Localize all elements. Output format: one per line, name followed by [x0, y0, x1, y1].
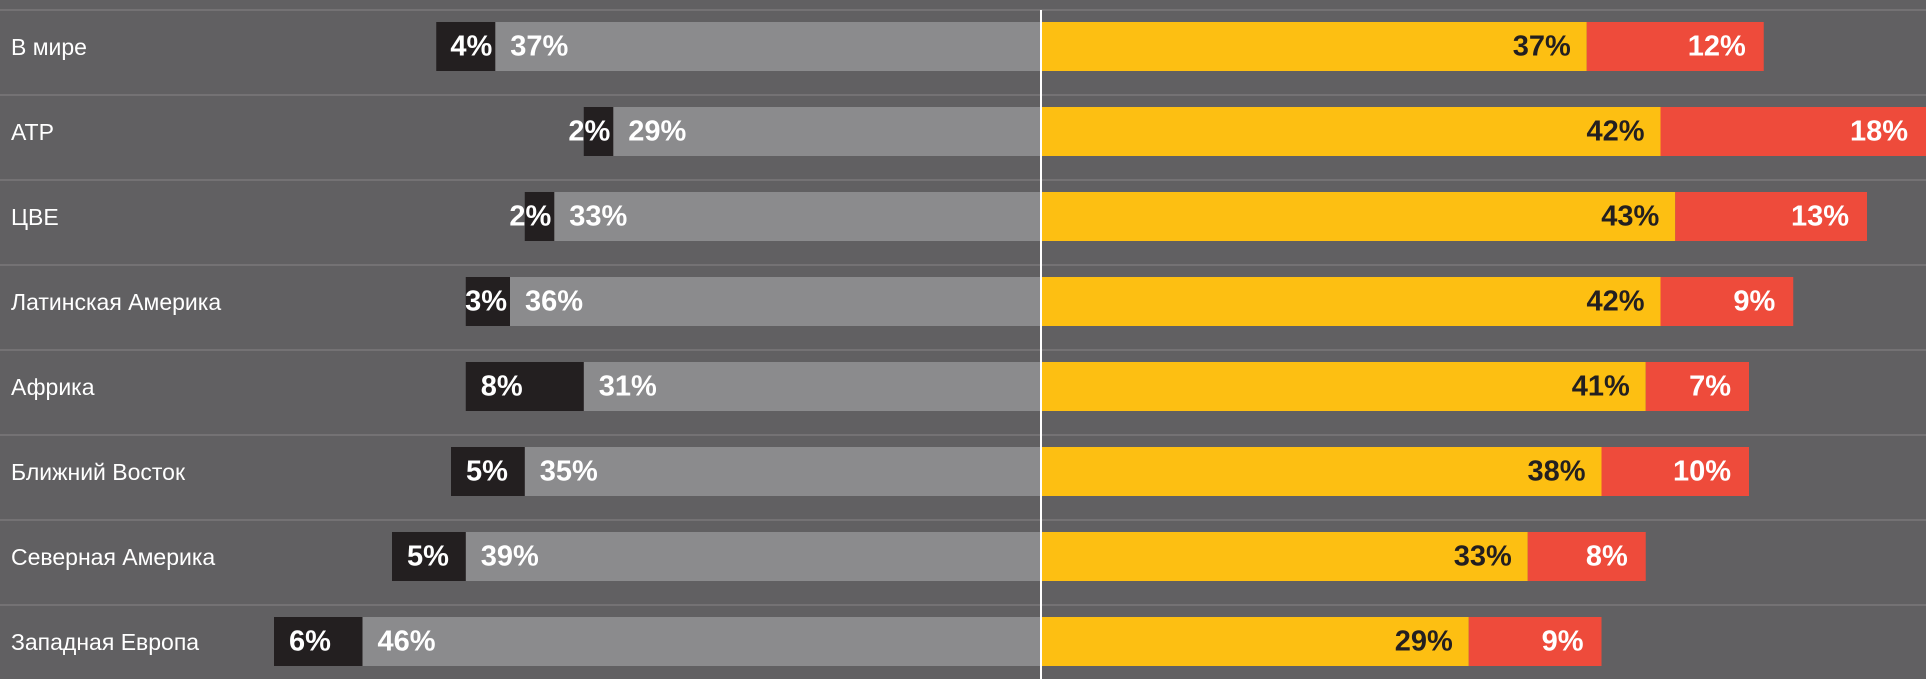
value-label: 43%	[1601, 201, 1659, 233]
bar	[1586, 22, 1764, 71]
bar	[1041, 447, 1602, 496]
bar	[1660, 107, 1926, 156]
value-label: 3%	[465, 286, 507, 318]
bar	[451, 447, 525, 496]
value-label: 5%	[407, 541, 449, 573]
bar	[362, 617, 1041, 666]
bar	[465, 362, 584, 411]
value-label: 37%	[510, 31, 568, 63]
bar	[274, 617, 363, 666]
bar	[1041, 107, 1661, 156]
value-label: 2%	[509, 201, 551, 233]
bar	[583, 107, 614, 156]
category-label: АТР	[11, 119, 54, 145]
bar	[392, 532, 466, 581]
value-label: 4%	[450, 31, 492, 63]
value-label: 36%	[525, 286, 583, 318]
value-label: 39%	[481, 541, 539, 573]
bar	[436, 22, 496, 71]
value-label: 38%	[1527, 456, 1585, 488]
category-label: Африка	[11, 374, 95, 400]
bar	[510, 277, 1041, 326]
category-label: Латинская Америка	[11, 289, 221, 315]
bar	[1041, 22, 1587, 71]
category-label: Западная Европа	[11, 629, 199, 655]
value-label: 29%	[1395, 626, 1453, 658]
value-label: 33%	[1454, 541, 1512, 573]
bar	[1041, 277, 1661, 326]
value-label: 42%	[1586, 116, 1644, 148]
bar	[1041, 532, 1528, 581]
category-label: ЦВЕ	[11, 204, 59, 230]
bar	[1041, 192, 1676, 241]
value-label: 42%	[1586, 286, 1644, 318]
bar	[1645, 362, 1749, 411]
bar	[1601, 447, 1749, 496]
bar	[524, 447, 1041, 496]
value-label: 13%	[1791, 201, 1849, 233]
bar	[1468, 617, 1602, 666]
value-label: 2%	[568, 116, 610, 148]
value-label: 10%	[1673, 456, 1731, 488]
bar	[524, 192, 555, 241]
bar	[583, 362, 1041, 411]
value-label: 46%	[378, 626, 436, 658]
value-label: 33%	[569, 201, 627, 233]
value-label: 35%	[540, 456, 598, 488]
bar	[1660, 277, 1794, 326]
value-label: 5%	[466, 456, 508, 488]
value-label: 31%	[599, 371, 657, 403]
bar	[1041, 617, 1469, 666]
value-label: 7%	[1689, 371, 1731, 403]
category-label: Северная Америка	[11, 544, 215, 570]
category-label: В мире	[11, 34, 87, 60]
value-label: 6%	[289, 626, 331, 658]
bar	[495, 22, 1041, 71]
bar	[1675, 192, 1867, 241]
bar	[1527, 532, 1646, 581]
value-label: 29%	[628, 116, 686, 148]
bar	[465, 532, 1041, 581]
value-label: 9%	[1542, 626, 1584, 658]
bar	[1041, 362, 1646, 411]
bar	[465, 277, 510, 326]
value-label: 8%	[481, 371, 523, 403]
value-label: 37%	[1513, 31, 1571, 63]
value-label: 12%	[1688, 31, 1746, 63]
value-label: 18%	[1850, 116, 1908, 148]
category-label: Ближний Восток	[11, 459, 186, 485]
value-label: 41%	[1572, 371, 1630, 403]
bar	[613, 107, 1041, 156]
value-label: 9%	[1733, 286, 1775, 318]
value-label: 8%	[1586, 541, 1628, 573]
bar	[554, 192, 1041, 241]
